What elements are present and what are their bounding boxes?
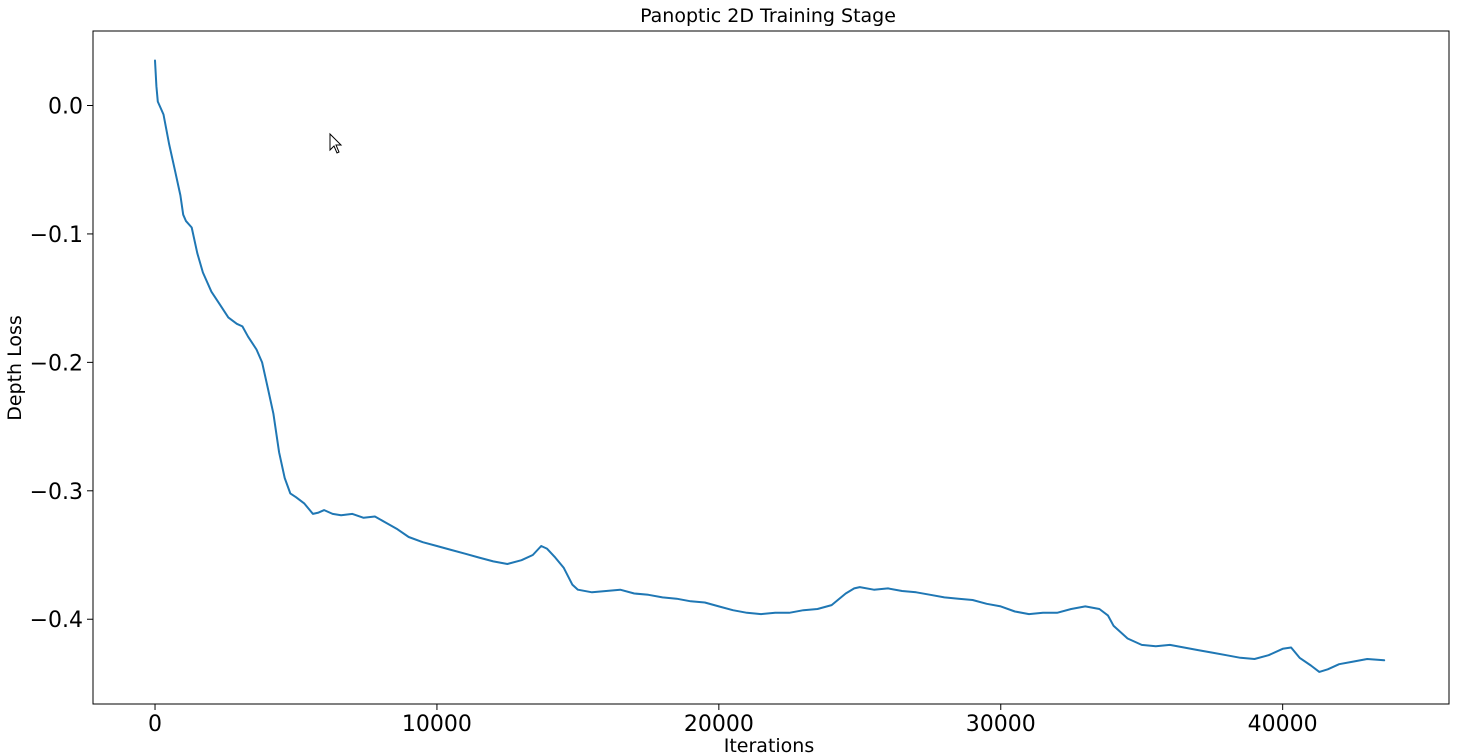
y-axis: 0.0 −0.1 −0.2 −0.3 −0.4 bbox=[30, 94, 93, 633]
x-tick-label: 20000 bbox=[684, 712, 754, 737]
y-tick-label: −0.3 bbox=[30, 480, 83, 505]
x-axis-label: Iterations bbox=[724, 735, 815, 755]
plot-area bbox=[92, 30, 1450, 705]
mouse-pointer-icon bbox=[329, 132, 343, 154]
x-tick-label: 40000 bbox=[1248, 712, 1318, 737]
y-tick-label: 0.0 bbox=[48, 94, 83, 119]
y-tick-label: −0.4 bbox=[30, 608, 83, 633]
chart-title: Panoptic 2D Training Stage bbox=[640, 5, 896, 27]
y-tick-label: −0.2 bbox=[30, 351, 83, 376]
x-tick-label: 10000 bbox=[402, 712, 472, 737]
x-tick-label: 0 bbox=[148, 712, 162, 737]
x-axis: 0 10000 20000 30000 40000 bbox=[148, 704, 1318, 737]
y-tick-label: −0.1 bbox=[30, 223, 83, 248]
series-line bbox=[154, 59, 1386, 673]
y-axis-label: Depth Loss bbox=[4, 315, 26, 421]
x-tick-label: 30000 bbox=[966, 712, 1036, 737]
plot-frame bbox=[92, 30, 1450, 705]
